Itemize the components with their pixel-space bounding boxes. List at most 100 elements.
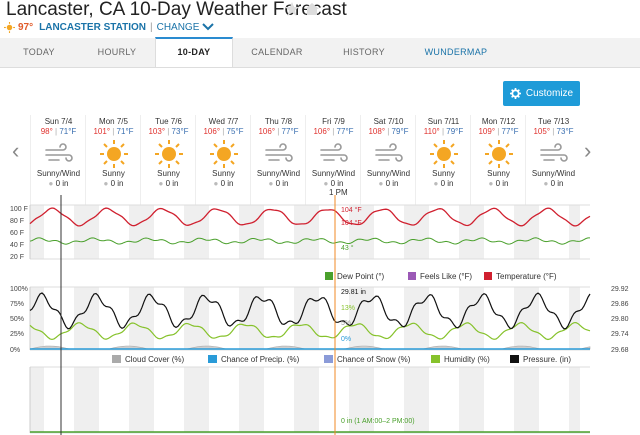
legend-item[interactable]: Feels Like (°F) <box>420 272 472 281</box>
hover-cloud: 5% <box>341 320 351 327</box>
current-temp: 97° <box>18 21 34 33</box>
night-band <box>514 287 525 350</box>
legend-swatch <box>510 355 519 363</box>
night-band <box>415 367 429 433</box>
day-card[interactable]: Tue 7/13 105° | 73°F Sunny/Wind ● 0 in <box>525 115 581 205</box>
day-card[interactable]: Mon 7/5 101° | 71°F Sunny ● 0 in <box>85 115 141 205</box>
hover-time: 1 PM <box>329 188 348 197</box>
y-tick: 100 F <box>10 206 28 213</box>
day-name: Thu 7/8 <box>264 117 293 126</box>
night-band <box>360 367 374 433</box>
day-precip: ● 0 in <box>158 179 179 188</box>
legend-item[interactable]: Pressure. (in) <box>523 355 571 364</box>
day-card[interactable]: Thu 7/8 106° | 77°F Sunny/Wind ● 0 in <box>250 115 306 205</box>
day-card[interactable]: Fri 7/9 106° | 77°F Sunny/Wind ● 0 in <box>305 115 361 205</box>
hover-precip: 0% <box>341 336 351 343</box>
day-temps: 109° | 77°F <box>478 127 519 136</box>
day-condition: Sunny <box>212 169 235 178</box>
night-band <box>250 205 264 259</box>
night-band <box>305 205 319 259</box>
forecast-charts: 100 F 80 F 60 F 40 F 20 F 104 °F 104 °F … <box>10 195 629 435</box>
night-band <box>74 287 85 350</box>
night-band <box>239 205 250 259</box>
tab-history[interactable]: HISTORY <box>343 47 385 57</box>
star-icon[interactable] <box>284 1 300 17</box>
night-band <box>140 205 154 259</box>
legend-item[interactable]: Temperature (°F) <box>496 272 557 281</box>
y-tick: 100% <box>10 286 28 293</box>
wind-icon <box>374 143 403 162</box>
day-temps: 106° | 77°F <box>313 127 354 136</box>
legend-item[interactable]: Dew Point (°) <box>337 272 385 281</box>
customize-button[interactable]: Customize <box>503 81 580 106</box>
hover-dew: 43 ° <box>341 244 354 252</box>
y-tick-right: 29.68 <box>611 347 629 354</box>
day-card[interactable]: Sun 7/11 110° | 79°F Sunny ● 0 in <box>415 115 471 205</box>
tab-10-day[interactable]: 10-DAY <box>155 37 233 67</box>
y-tick: 80 F <box>10 218 24 225</box>
day-name: Tue 7/6 <box>155 117 182 126</box>
wind-icon <box>319 143 348 162</box>
legend-item[interactable]: Cloud Cover (%) <box>125 355 184 364</box>
tab-hourly[interactable]: HOURLY <box>97 47 137 57</box>
day-high: 108° <box>368 127 386 136</box>
chevron-down-icon[interactable] <box>202 23 215 31</box>
day-high: 106° <box>258 127 276 136</box>
hover-humidity: 13% <box>341 305 355 312</box>
day-precip: ● 0 in <box>323 179 344 188</box>
y-tick: 60 F <box>10 230 24 237</box>
night-band <box>195 205 209 259</box>
night-band <box>525 367 539 433</box>
tab-wundermap[interactable]: WUNDERMAP <box>424 47 488 57</box>
night-band <box>569 205 580 259</box>
day-condition: Sunny/Wind <box>531 169 576 178</box>
y-tick: 40 F <box>10 242 24 249</box>
hover-pressure: 29.81 in <box>341 289 366 296</box>
station-bar: 97° LANCASTER STATION | CHANGE <box>4 20 215 34</box>
home-icon[interactable] <box>304 1 320 17</box>
day-precip: ● 0 in <box>378 179 399 188</box>
header: Lancaster, CA 10-Day Weather Forecast 97… <box>0 0 640 38</box>
day-card[interactable]: Mon 7/12 109° | 77°F Sunny ● 0 in <box>470 115 526 205</box>
tab-bar: TODAY HOURLY 10-DAY CALENDAR HISTORY WUN… <box>0 37 640 68</box>
y-tick-right: 29.80 <box>611 316 629 323</box>
y-tick: 20 F <box>10 254 24 261</box>
sun-icon <box>209 140 238 168</box>
tab-calendar[interactable]: CALENDAR <box>251 47 303 57</box>
day-condition: Sunny <box>432 169 455 178</box>
day-name: Sat 7/10 <box>373 117 404 126</box>
day-condition: Sunny/Wind <box>256 169 301 178</box>
y-tick: 0% <box>10 347 20 354</box>
day-low: 73°F <box>171 127 189 136</box>
next-arrow-icon[interactable]: › <box>584 138 592 163</box>
day-strip: Sun 7/4 98° | 71°F Sunny/Wind ● 0 in Mon 7/5… <box>30 115 580 205</box>
sun-icon <box>99 140 128 168</box>
change-station-link[interactable]: CHANGE <box>156 21 200 33</box>
prev-arrow-icon[interactable]: ‹ <box>12 138 20 163</box>
legend-item[interactable]: Chance of Precip. (%) <box>221 355 300 364</box>
legend-item[interactable]: Chance of Snow (%) <box>337 355 411 364</box>
day-card[interactable]: Sat 7/10 108° | 79°F Sunny/Wind ● 0 in <box>360 115 416 205</box>
day-card[interactable]: Sun 7/4 98° | 71°F Sunny/Wind ● 0 in <box>30 115 86 205</box>
tab-today[interactable]: TODAY <box>23 47 55 57</box>
night-band <box>514 205 525 259</box>
night-band <box>294 367 305 433</box>
day-high: 98° <box>40 127 53 136</box>
humidity-line <box>29 321 591 341</box>
day-card[interactable]: Tue 7/6 103° | 73°F Sunny ● 0 in <box>140 115 196 205</box>
day-card[interactable]: Wed 7/7 106° | 75°F Sunny ● 0 in <box>195 115 251 205</box>
wind-icon <box>539 143 568 162</box>
day-temps: 103° | 73°F <box>148 127 189 136</box>
night-band <box>129 205 140 259</box>
wind-icon <box>44 143 73 162</box>
night-band <box>514 367 525 433</box>
night-band <box>30 287 44 350</box>
legend-item[interactable]: Humidity (%) <box>444 355 490 364</box>
night-band <box>85 287 99 350</box>
legend-swatch <box>324 355 333 363</box>
day-precip: ● 0 in <box>543 179 564 188</box>
station-name[interactable]: LANCASTER STATION <box>39 21 146 33</box>
day-low: 73°F <box>556 127 574 136</box>
day-high: 109° <box>478 127 496 136</box>
day-condition: Sunny <box>487 169 510 178</box>
